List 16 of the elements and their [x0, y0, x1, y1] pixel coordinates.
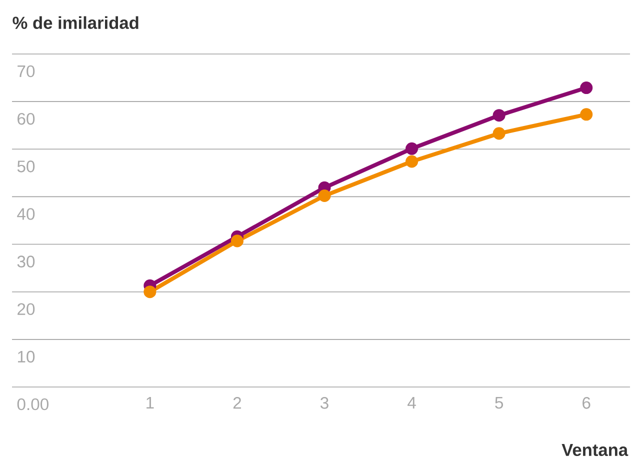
- y-tick-label: 40: [17, 208, 35, 220]
- y-tick-label: 20: [18, 303, 35, 316]
- x-tick-label: 6: [582, 397, 590, 409]
- y-axis-title: % de imilaridad: [12, 16, 138, 29]
- y-tick-label: 10: [18, 350, 35, 363]
- x-tick-label: 3: [320, 397, 328, 409]
- x-axis-title: Ventana: [562, 444, 628, 456]
- y-tick-label: 70: [18, 65, 35, 78]
- x-tick-label: 1: [146, 397, 154, 408]
- x-tick-label: 4: [408, 397, 416, 408]
- y-tick-label: 30: [17, 256, 35, 268]
- x-tick-label: 2: [233, 397, 241, 409]
- y-tick-label: 50: [17, 160, 35, 172]
- x-tick-label: 5: [495, 397, 504, 409]
- y-tick-label: 60: [18, 112, 35, 125]
- y-tick-label: 0.00: [17, 398, 48, 410]
